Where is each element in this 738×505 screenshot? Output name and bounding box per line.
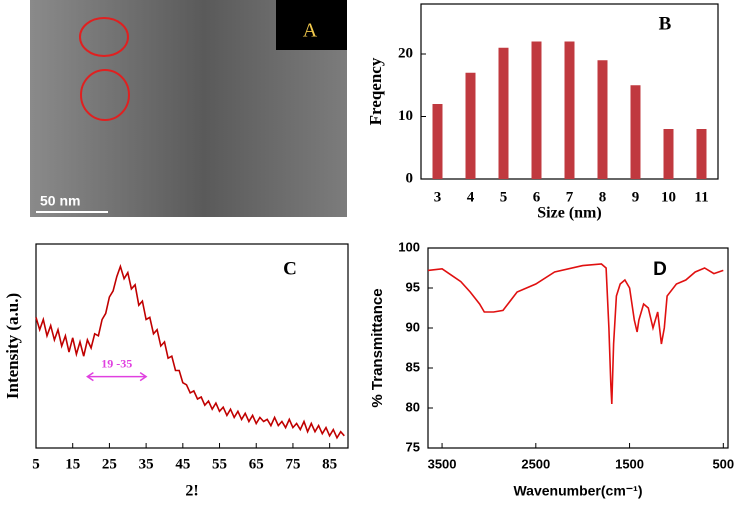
y-tick-label: 0 bbox=[406, 170, 414, 186]
x-tick-label: 45 bbox=[175, 456, 190, 472]
x-tick-label: 500 bbox=[712, 456, 734, 471]
bar bbox=[465, 72, 476, 179]
x-tick-label: 3500 bbox=[428, 456, 457, 471]
x-tick-label: 1500 bbox=[615, 456, 644, 471]
x-tick-label: 11 bbox=[694, 189, 708, 205]
highlight-circle bbox=[79, 17, 129, 57]
y-tick-label: 75 bbox=[406, 439, 420, 454]
bar bbox=[531, 41, 542, 179]
y-tick-label: 85 bbox=[406, 359, 420, 374]
x-tick-label: 10 bbox=[661, 189, 676, 205]
x-tick-label: 55 bbox=[212, 456, 227, 472]
bar bbox=[663, 129, 674, 179]
x-tick-label: 5 bbox=[500, 189, 508, 205]
highlight-circle bbox=[80, 69, 130, 121]
bar bbox=[597, 60, 608, 179]
x-tick-label: 85 bbox=[322, 456, 337, 472]
plot-frame bbox=[427, 247, 729, 449]
x-tick-label: 35 bbox=[139, 456, 154, 472]
bar bbox=[630, 85, 641, 179]
data-line bbox=[427, 263, 724, 405]
x-tick-label: 75 bbox=[285, 456, 300, 472]
y-tick-label: 95 bbox=[406, 279, 420, 294]
arrow-head bbox=[86, 371, 148, 382]
y-tick-label: 90 bbox=[406, 319, 420, 334]
x-tick-label: 6 bbox=[533, 189, 541, 205]
bar bbox=[696, 129, 707, 179]
y-tick-label: 100 bbox=[398, 239, 420, 254]
panel-label: B bbox=[659, 13, 672, 34]
panel-label: C bbox=[283, 258, 297, 279]
bar bbox=[564, 41, 575, 179]
x-axis-label: 2! bbox=[185, 483, 198, 500]
y-axis-label: Freqency bbox=[366, 57, 385, 125]
scale-bar-label: 50 nm bbox=[40, 193, 80, 209]
panel-label: D bbox=[653, 259, 667, 280]
x-tick-label: 2500 bbox=[521, 456, 550, 471]
y-axis-label: % Transmittance bbox=[369, 288, 386, 407]
data-line bbox=[35, 263, 345, 440]
x-tick-label: 15 bbox=[65, 456, 80, 472]
tem-image: A 50 nm bbox=[30, 0, 347, 217]
x-tick-label: 5 bbox=[32, 456, 40, 472]
x-tick-label: 4 bbox=[467, 189, 475, 205]
plot-frame bbox=[35, 243, 349, 449]
x-tick-label: 25 bbox=[102, 456, 117, 472]
bar bbox=[432, 104, 443, 179]
y-tick-label: 80 bbox=[406, 399, 420, 414]
bar bbox=[498, 47, 509, 179]
label-box bbox=[276, 0, 347, 50]
y-axis-label: Intensity (a.u.) bbox=[3, 293, 22, 399]
x-tick-label: 9 bbox=[632, 189, 640, 205]
x-tick-label: 8 bbox=[599, 189, 607, 205]
x-axis-label: Wavenumber(cm⁻¹) bbox=[513, 483, 642, 499]
y-tick-label: 10 bbox=[398, 108, 413, 124]
x-axis-label: Size (nm) bbox=[537, 205, 601, 222]
y-tick-label: 20 bbox=[398, 45, 413, 61]
x-tick-label: 65 bbox=[249, 456, 264, 472]
panel-label: A bbox=[303, 20, 318, 42]
annotation: 19 -35 bbox=[101, 356, 132, 370]
x-tick-label: 7 bbox=[566, 189, 574, 205]
x-tick-label: 3 bbox=[434, 189, 442, 205]
